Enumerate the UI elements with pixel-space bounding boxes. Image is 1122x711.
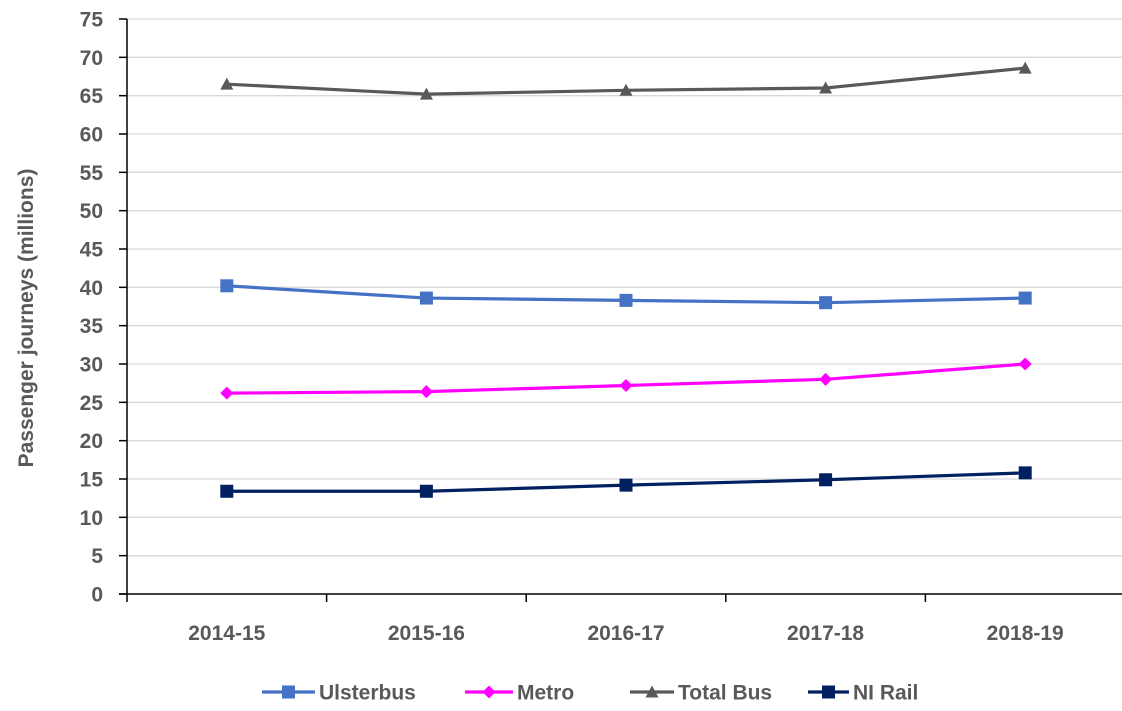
data-point <box>619 83 633 96</box>
y-tick-label: 40 <box>80 277 103 300</box>
data-point <box>419 484 433 498</box>
data-point <box>819 81 833 94</box>
legend-label: Ulsterbus <box>319 682 416 705</box>
data-point <box>1018 357 1032 371</box>
x-tick-label: 2018-19 <box>987 622 1064 645</box>
y-tick-label: 5 <box>91 545 103 568</box>
x-tick-labels: 2014-15 2015-16 2016-17 2017-18 2018-19 <box>188 622 1063 645</box>
data-point <box>1018 61 1032 74</box>
legend-marker <box>645 685 659 698</box>
y-tick-label: 70 <box>80 47 103 70</box>
legend-marker <box>482 685 496 699</box>
legend-item: NI Rail <box>808 682 918 705</box>
legend-label: Total Bus <box>678 682 772 705</box>
series-ni-rail <box>220 466 1032 498</box>
legend-label: NI Rail <box>853 682 918 705</box>
data-point <box>419 385 433 399</box>
x-tick-label: 2014-15 <box>188 622 265 645</box>
data-point <box>220 386 234 400</box>
data-point <box>819 473 833 487</box>
legend-item: Total Bus <box>630 682 772 705</box>
series-ulsterbus <box>220 279 1032 310</box>
x-tick-label: 2016-17 <box>587 622 664 645</box>
y-tick-label: 75 <box>80 9 104 32</box>
y-tick-label: 20 <box>80 430 103 453</box>
data-point <box>819 372 833 386</box>
legend-label: Metro <box>517 682 574 705</box>
series-metro <box>220 357 1032 400</box>
x-tick-label: 2017-18 <box>787 622 864 645</box>
data-point <box>619 478 633 492</box>
data-point <box>819 296 833 310</box>
legend: Ulsterbus Metro Total Bus NI Rail <box>262 682 918 705</box>
y-axis-title: Passenger journeys (millions) <box>15 169 38 468</box>
y-tick-label: 55 <box>80 162 104 185</box>
series-total-bus <box>220 61 1032 100</box>
y-tick-label: 45 <box>80 239 104 262</box>
legend-marker <box>822 685 835 699</box>
legend-marker <box>282 685 295 699</box>
data-point <box>1018 291 1032 305</box>
y-tick-label: 50 <box>80 200 103 223</box>
data-point <box>419 291 433 305</box>
y-tick-label: 10 <box>80 507 103 530</box>
data-point <box>220 77 234 90</box>
data-point <box>220 279 234 293</box>
y-tick-label: 0 <box>91 584 103 607</box>
x-tick-label: 2015-16 <box>388 622 465 645</box>
y-tick-label: 35 <box>80 315 104 338</box>
y-tick-label: 25 <box>80 392 104 415</box>
y-tick-label: 15 <box>80 469 104 492</box>
legend-item: Metro <box>465 682 574 705</box>
axes <box>119 18 1122 602</box>
legend-item: Ulsterbus <box>262 682 416 705</box>
data-point <box>619 378 633 392</box>
data-point <box>1018 466 1032 480</box>
series-group <box>220 61 1032 498</box>
y-tick-labels: 0 5 10 15 20 25 30 35 40 45 50 55 60 65 70 75 <box>80 9 104 607</box>
y-tick-label: 30 <box>80 354 103 377</box>
data-point <box>220 484 234 498</box>
data-point <box>619 293 633 307</box>
data-point <box>419 87 433 100</box>
y-tick-label: 65 <box>80 85 104 108</box>
y-tick-label: 60 <box>80 124 103 147</box>
